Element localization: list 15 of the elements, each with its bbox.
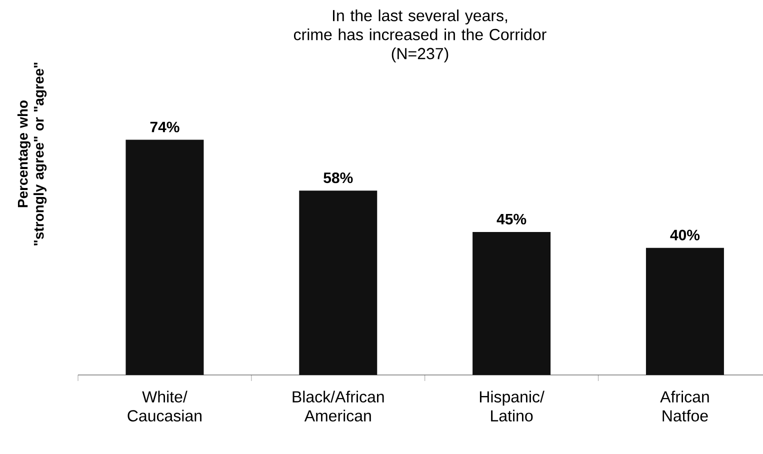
data-label: 45%: [496, 214, 526, 224]
data-label: 58%: [324, 172, 353, 184]
x-tick-label: Hispanic/ Latino: [480, 390, 544, 422]
x-tick-label: African Natfoe: [660, 390, 709, 422]
data-label: 40%: [670, 230, 700, 240]
data-label: 74%: [150, 122, 180, 132]
bar: [299, 190, 378, 375]
y-axis-title: Percentage who "strongly agree" or "agree": [17, 62, 47, 246]
x-tick-label: Black/African American: [292, 390, 384, 422]
chart-subtitle: (N=237): [392, 48, 448, 62]
bar: [646, 248, 724, 375]
bar: [126, 140, 204, 375]
x-tick-label: White/ Caucasian: [128, 390, 202, 422]
bar: [472, 232, 551, 375]
chart-title: In the last several years, crime has increased in the Corridor: [294, 10, 546, 40]
